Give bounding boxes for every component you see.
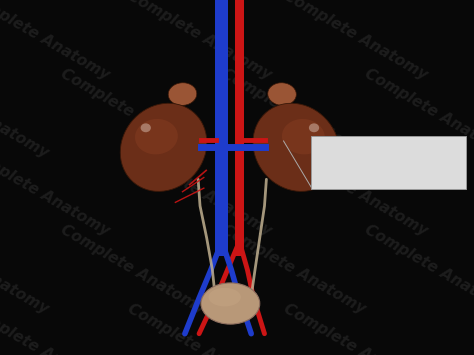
Ellipse shape (253, 103, 339, 191)
Text: Complete Anatomy: Complete Anatomy (0, 144, 112, 239)
Ellipse shape (282, 119, 325, 154)
Ellipse shape (168, 83, 197, 105)
Text: Complete Anatomy: Complete Anatomy (219, 66, 368, 161)
Bar (215, 0, 228, 256)
Ellipse shape (141, 124, 151, 132)
Ellipse shape (201, 283, 260, 324)
Text: Complete Anatomy: Complete Anatomy (0, 0, 112, 83)
Ellipse shape (135, 119, 178, 154)
Text: Complete Anatomy: Complete Anatomy (219, 223, 368, 317)
Text: Complete Anatomy: Complete Anatomy (58, 66, 207, 161)
Ellipse shape (268, 83, 296, 105)
Bar (235, 0, 244, 256)
Text: Complete Anatomy: Complete Anatomy (125, 301, 273, 355)
Ellipse shape (209, 288, 241, 306)
Text: Complete Anatomy: Complete Anatomy (0, 66, 51, 161)
Ellipse shape (120, 103, 207, 191)
Text: (Anterior; Left): (Anterior; Left) (319, 156, 391, 165)
Text: Complete Anatomy: Complete Anatomy (281, 0, 430, 83)
Text: Fibrous Capsule of Kidney: Fibrous Capsule of Kidney (319, 143, 442, 152)
Text: Complete Anatomy: Complete Anatomy (281, 301, 430, 355)
Text: Complete Anatomy: Complete Anatomy (125, 144, 273, 239)
Text: (Capsula fibrosa renis): (Capsula fibrosa renis) (319, 171, 401, 177)
Text: Complete Anatomy: Complete Anatomy (0, 301, 112, 355)
Text: Complete Anatomy: Complete Anatomy (58, 223, 207, 317)
Text: Complete Anatomy: Complete Anatomy (125, 0, 273, 83)
Text: Complete Anatomy: Complete Anatomy (362, 223, 474, 317)
Text: Complete Anatomy: Complete Anatomy (362, 66, 474, 161)
Ellipse shape (309, 124, 319, 132)
Text: Complete Anatomy: Complete Anatomy (0, 223, 51, 317)
Text: Complete Anatomy: Complete Anatomy (281, 144, 430, 239)
